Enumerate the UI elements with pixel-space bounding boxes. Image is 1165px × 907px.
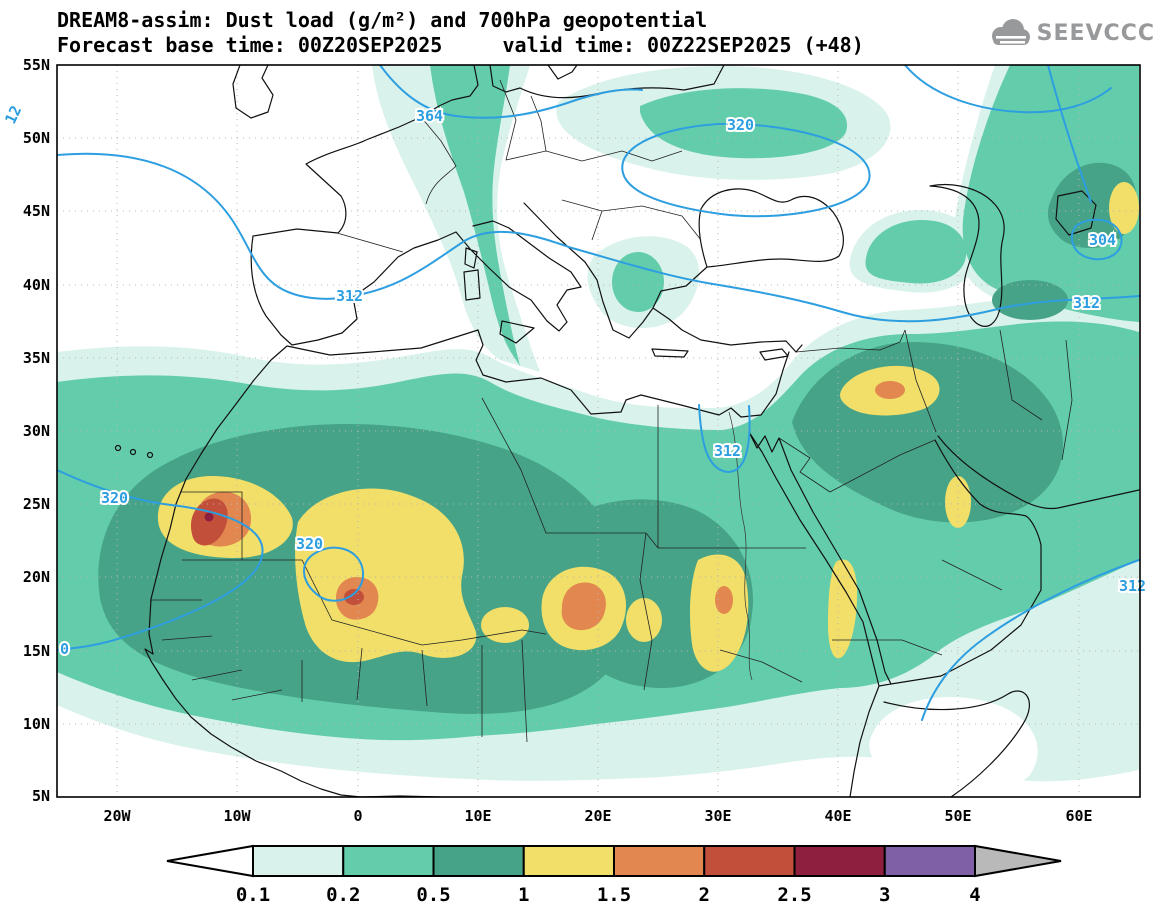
contour-label: 0 xyxy=(60,640,69,658)
colorbar-tick-labels: 0.1 0.2 0.5 1 1.5 2 2.5 3 4 xyxy=(236,884,981,906)
colorbar-swatch xyxy=(252,845,345,877)
colorbar-swatch xyxy=(342,845,435,877)
colorbar-tick-label: 2.5 xyxy=(777,884,811,906)
grid-lines xyxy=(57,65,1140,797)
colorbar-tick-label: 4 xyxy=(969,884,980,906)
lat-tick-label: 35N xyxy=(23,349,50,367)
lon-tick-label: 20E xyxy=(584,807,611,825)
colorbar-overflow-arrow xyxy=(974,844,1062,878)
contour-label: 312 xyxy=(336,287,363,305)
lat-tick-label: 40N xyxy=(23,276,50,294)
lat-tick-label: 20N xyxy=(23,568,50,586)
lat-axis: 55N 50N 45N 40N 35N 30N 25N 20N 15N 10N … xyxy=(23,56,50,805)
colorbar-tick-label: 0.1 xyxy=(236,884,270,906)
colorbar-swatch xyxy=(883,845,976,877)
contour-label: 312 xyxy=(714,442,741,460)
colorbar-underflow-arrow xyxy=(166,844,254,878)
colorbar-swatch xyxy=(432,845,525,877)
colorbar-swatch xyxy=(613,845,706,877)
colorbar-tick-label: 2 xyxy=(699,884,710,906)
lon-tick-label: 10W xyxy=(223,807,251,825)
logo-text: SEEVCCC xyxy=(1036,20,1155,46)
dust-clear-gaps xyxy=(57,696,1038,797)
colorbar-swatch xyxy=(703,845,796,877)
colorbar-swatch xyxy=(793,845,886,877)
lat-tick-label: 5N xyxy=(32,787,50,805)
colorbar-tick-label: 3 xyxy=(879,884,890,906)
lat-tick-label: 30N xyxy=(23,422,50,440)
contour-label: 320 xyxy=(296,535,323,553)
lon-axis: 20W 10W 0 10E 20E 30E 40E 50E 60E xyxy=(103,807,1092,825)
contour-label: 312 xyxy=(1073,294,1100,312)
contour-label: 320 xyxy=(101,489,128,507)
contour-label: 364 xyxy=(416,107,443,125)
contour-label: 312 xyxy=(1119,577,1146,595)
lon-tick-label: 20W xyxy=(103,807,131,825)
forecast-time-subtitle: Forecast base time: 00Z20SEP2025 valid t… xyxy=(57,33,864,57)
lon-tick-label: 40E xyxy=(824,807,851,825)
colorbar-tick-label: 1 xyxy=(518,884,529,906)
colorbar: 0.1 0.2 0.5 1 1.5 2 2.5 3 4 xyxy=(166,844,1062,906)
contour-label: 320 xyxy=(727,116,754,134)
dust-shading xyxy=(57,65,1139,797)
seevccc-logo: SEEVCCC xyxy=(987,16,1155,50)
colorbar-tick-label: 0.5 xyxy=(416,884,450,906)
lat-tick-label: 55N xyxy=(23,56,50,74)
lon-tick-label: 60E xyxy=(1065,807,1092,825)
lon-tick-label: 30E xyxy=(704,807,731,825)
colorbar-tick-label: 1.5 xyxy=(597,884,631,906)
lon-tick-label: 10E xyxy=(464,807,491,825)
contour-labels: 12 364 320 304 312 312 320 320 312 312 0 xyxy=(0,101,1148,660)
dust-band-2p5 xyxy=(204,512,214,522)
lat-tick-label: 45N xyxy=(23,202,50,220)
nile-river xyxy=(728,411,753,681)
contour-label: 12 xyxy=(1,103,25,127)
lat-tick-label: 15N xyxy=(23,642,50,660)
lat-tick-label: 10N xyxy=(23,715,50,733)
country-borders xyxy=(150,79,1073,743)
geopotential-contours xyxy=(57,65,1140,721)
cloud-logo-icon xyxy=(991,19,1030,45)
map-title: DREAM8-assim: Dust load (g/m²) and 700hP… xyxy=(57,8,708,32)
lon-tick-label: 50E xyxy=(944,807,971,825)
colorbar-tick-label: 0.2 xyxy=(326,884,360,906)
map-frame xyxy=(56,64,1141,798)
colorbar-swatch xyxy=(522,845,615,877)
lat-tick-label: 50N xyxy=(23,129,50,147)
lat-tick-label: 25N xyxy=(23,495,50,513)
contour-label: 304 xyxy=(1089,231,1116,249)
lon-tick-label: 0 xyxy=(353,807,362,825)
